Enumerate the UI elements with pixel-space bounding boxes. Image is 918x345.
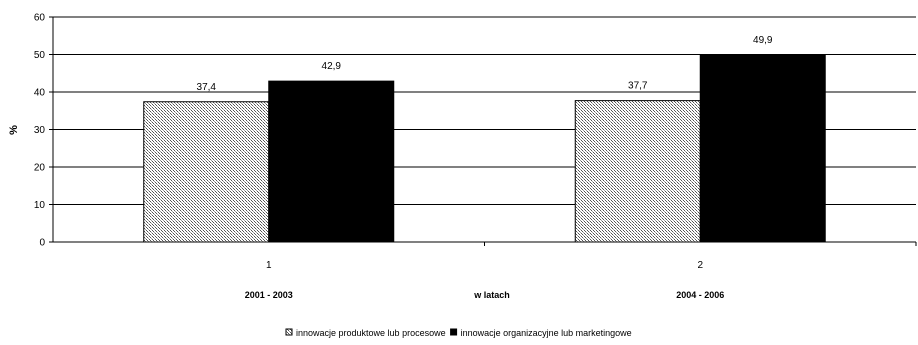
legend-entry: innowacje produktowe lub procesowe xyxy=(296,328,446,338)
axes xyxy=(49,16,917,246)
data-label: 42,9 xyxy=(322,61,342,72)
y-tick-label: 20 xyxy=(34,163,46,174)
legend-swatch xyxy=(285,328,293,336)
bar xyxy=(143,101,270,243)
data-label: 37,4 xyxy=(197,82,217,93)
y-tick-label: 10 xyxy=(34,200,46,211)
y-tick-label: 30 xyxy=(34,125,46,136)
x-category-sublabel: 2004 - 2006 xyxy=(676,290,724,300)
x-category-sublabel: 2001 - 2003 xyxy=(245,290,293,300)
y-tick-label: 40 xyxy=(34,88,46,99)
bar xyxy=(574,100,701,243)
legend: innowacje produktowe lub procesowe innowa… xyxy=(285,328,632,338)
y-tick-label: 60 xyxy=(34,13,46,24)
legend-entry: innowacje organizacyjne lub marketingowe xyxy=(461,328,632,338)
bars xyxy=(143,54,826,243)
data-label: 37,7 xyxy=(628,81,648,92)
data-label: 49,9 xyxy=(753,35,773,46)
y-axis-label: % xyxy=(8,125,20,135)
bar xyxy=(268,80,395,243)
x-tick-label: 2 xyxy=(697,260,703,271)
x-axis-label: w latach xyxy=(473,290,510,300)
x-tick-label: 1 xyxy=(266,260,272,271)
y-tick-label: 50 xyxy=(34,50,46,61)
bar xyxy=(699,54,826,243)
labels: 0 10 20 30 40 50 60 1 2001 - 2003 37,4 42,9 2 2004 -… xyxy=(34,13,773,301)
legend-swatch xyxy=(450,328,458,336)
y-tick-label: 0 xyxy=(39,238,45,249)
